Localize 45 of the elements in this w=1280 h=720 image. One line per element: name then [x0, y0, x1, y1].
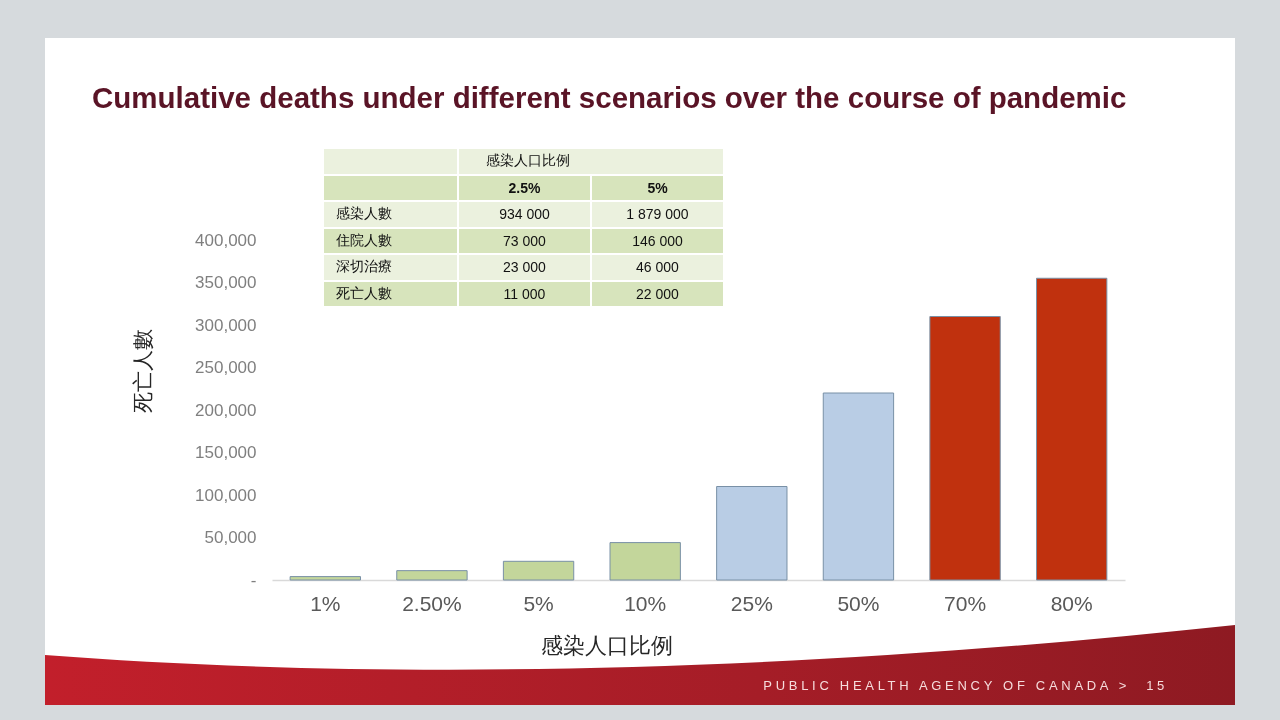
- x-tick-label: 5%: [523, 591, 554, 615]
- x-tick-label: 50%: [837, 591, 880, 615]
- x-tick-label: 70%: [944, 591, 987, 615]
- bar: [822, 392, 895, 581]
- annotation: 深切治療: [324, 255, 459, 282]
- text: 感染人口比例: [459, 149, 725, 176]
- y-tick-label: 300,000: [195, 315, 257, 335]
- bar: [716, 486, 788, 581]
- y-tick-label: 50,000: [204, 528, 257, 547]
- y-tick-label: 350,000: [195, 273, 257, 292]
- text: 934 000: [459, 202, 592, 229]
- annotation: 22 000: [592, 281, 725, 308]
- text: 2.5%: [459, 175, 592, 202]
- bar: [289, 576, 361, 581]
- text: 感染人數: [324, 202, 459, 229]
- bar: [502, 560, 575, 581]
- annotation: 住院人數: [324, 228, 459, 255]
- text: PUBLIC HEALTH AGENCY OF CANADA >: [763, 678, 1131, 693]
- annotation: 146 000: [592, 228, 725, 255]
- y-tick-label: 150,000: [195, 443, 257, 462]
- chart-title: Cumulative deaths under different scenarios over the course of pandemic: [92, 80, 1127, 114]
- annotation: 死亡人數: [324, 281, 459, 308]
- text: 15: [1146, 678, 1168, 693]
- bar: [396, 570, 468, 581]
- bar: [929, 316, 1001, 581]
- x-tick-label: 10%: [624, 591, 667, 615]
- y-tick-label: 400,000: [195, 230, 257, 250]
- annotation: 11 000: [459, 281, 592, 308]
- annotation: 23 000: [459, 255, 592, 282]
- text: 1 879 000: [592, 202, 725, 229]
- bar: [609, 542, 681, 581]
- x-tick-label: 1%: [310, 591, 341, 615]
- annotation: 46 000: [592, 255, 725, 282]
- y-tick-label: 100,000: [195, 485, 257, 505]
- x-tick-label: 80%: [1050, 591, 1093, 615]
- annotation: 73 000: [459, 228, 592, 255]
- y-tick-label: 250,000: [195, 358, 257, 377]
- bar: [1036, 277, 1108, 581]
- y-axis-title: 死亡人數: [130, 328, 154, 413]
- x-tick-label: 25%: [730, 591, 773, 615]
- y-tick-label: 200,000: [195, 400, 257, 420]
- text: 5%: [592, 175, 725, 202]
- y-tick-label: -: [250, 570, 257, 590]
- x-axis-title: 感染人口比例: [540, 632, 673, 658]
- x-tick-label: 2.50%: [402, 591, 462, 615]
